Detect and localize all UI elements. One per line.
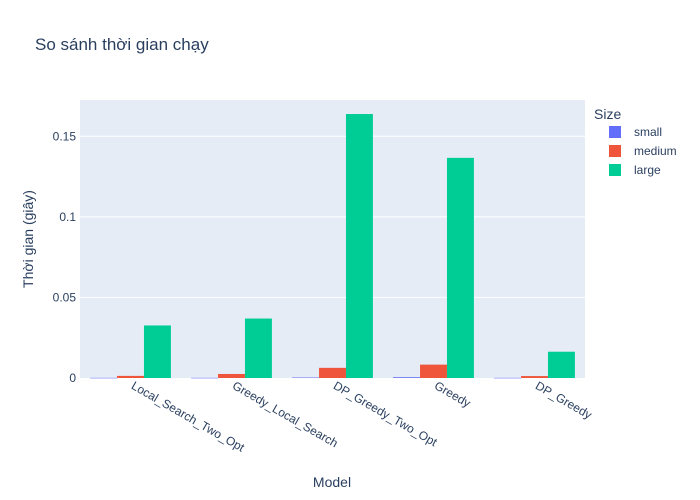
- legend-label-large[interactable]: large: [634, 163, 661, 177]
- x-axis-label: Model: [313, 474, 351, 490]
- bar-medium-dp-greedy-two-opt[interactable]: [319, 367, 346, 378]
- bar-large-greedy[interactable]: [446, 157, 474, 378]
- y-axis-label: Thời gian (giây): [20, 190, 36, 288]
- bar-medium-greedy-local-search[interactable]: [218, 373, 245, 378]
- bar-small-greedy[interactable]: [393, 377, 421, 378]
- bar-small-dp-greedy-two-opt[interactable]: [292, 377, 320, 379]
- bar-large-dp-greedy[interactable]: [547, 351, 575, 378]
- x-tick-label: DP_Greedy: [533, 378, 594, 421]
- legend-swatch-large[interactable]: [609, 164, 621, 176]
- legend-label-small[interactable]: small: [634, 125, 662, 139]
- y-tick-label: 0: [69, 371, 76, 385]
- bar-small-greedy-local-search[interactable]: [191, 377, 219, 379]
- bar-large-dp-greedy-two-opt[interactable]: [345, 114, 373, 378]
- y-gridlines: [80, 135, 585, 298]
- legend-swatch-medium[interactable]: [609, 145, 621, 157]
- bar-large-greedy-local-search[interactable]: [244, 318, 272, 378]
- bars[interactable]: [90, 114, 575, 379]
- x-tick-label: Greedy_Local_Search: [230, 378, 340, 450]
- x-tick-labels: Local_Search_Two_OptGreedy_Local_SearchD…: [129, 378, 594, 454]
- legend[interactable]: Size small medium large: [594, 106, 677, 177]
- bar-small-dp-greedy[interactable]: [494, 377, 522, 379]
- legend-swatch-small[interactable]: [609, 126, 621, 138]
- x-tick-label: DP_Greedy_Two_Opt: [331, 378, 440, 449]
- legend-items[interactable]: small medium large: [609, 125, 677, 177]
- bar-small-local-search-two-opt[interactable]: [90, 377, 118, 379]
- chart-title: So sánh thời gian chạy: [35, 35, 209, 54]
- legend-label-medium[interactable]: medium: [634, 144, 677, 158]
- y-tick-label: 0.15: [53, 129, 77, 143]
- legend-title: Size: [594, 106, 621, 122]
- y-tick-label: 0.05: [53, 290, 77, 304]
- x-tick-label: Greedy: [432, 378, 473, 410]
- bar-medium-local-search-two-opt[interactable]: [117, 375, 144, 378]
- bar-medium-greedy[interactable]: [420, 364, 447, 378]
- y-tick-label: 0.1: [59, 210, 76, 224]
- bar-large-local-search-two-opt[interactable]: [143, 325, 171, 378]
- bar-medium-dp-greedy[interactable]: [521, 376, 548, 378]
- y-tick-labels: 0 0.05 0.1 0.15: [53, 129, 77, 385]
